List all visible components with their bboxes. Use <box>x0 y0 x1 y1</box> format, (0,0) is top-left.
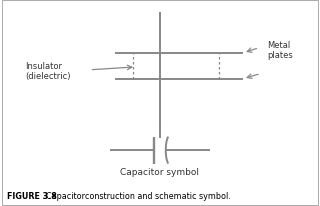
Text: Capacitor symbol: Capacitor symbol <box>121 167 199 177</box>
Text: FIGURE 3.8: FIGURE 3.8 <box>7 191 57 200</box>
Text: Insulator
(dielectric): Insulator (dielectric) <box>26 61 71 81</box>
Text: Metal
plates: Metal plates <box>267 41 293 60</box>
Text: Capacitorconstruction and schematic symbol.: Capacitorconstruction and schematic symb… <box>36 191 231 200</box>
